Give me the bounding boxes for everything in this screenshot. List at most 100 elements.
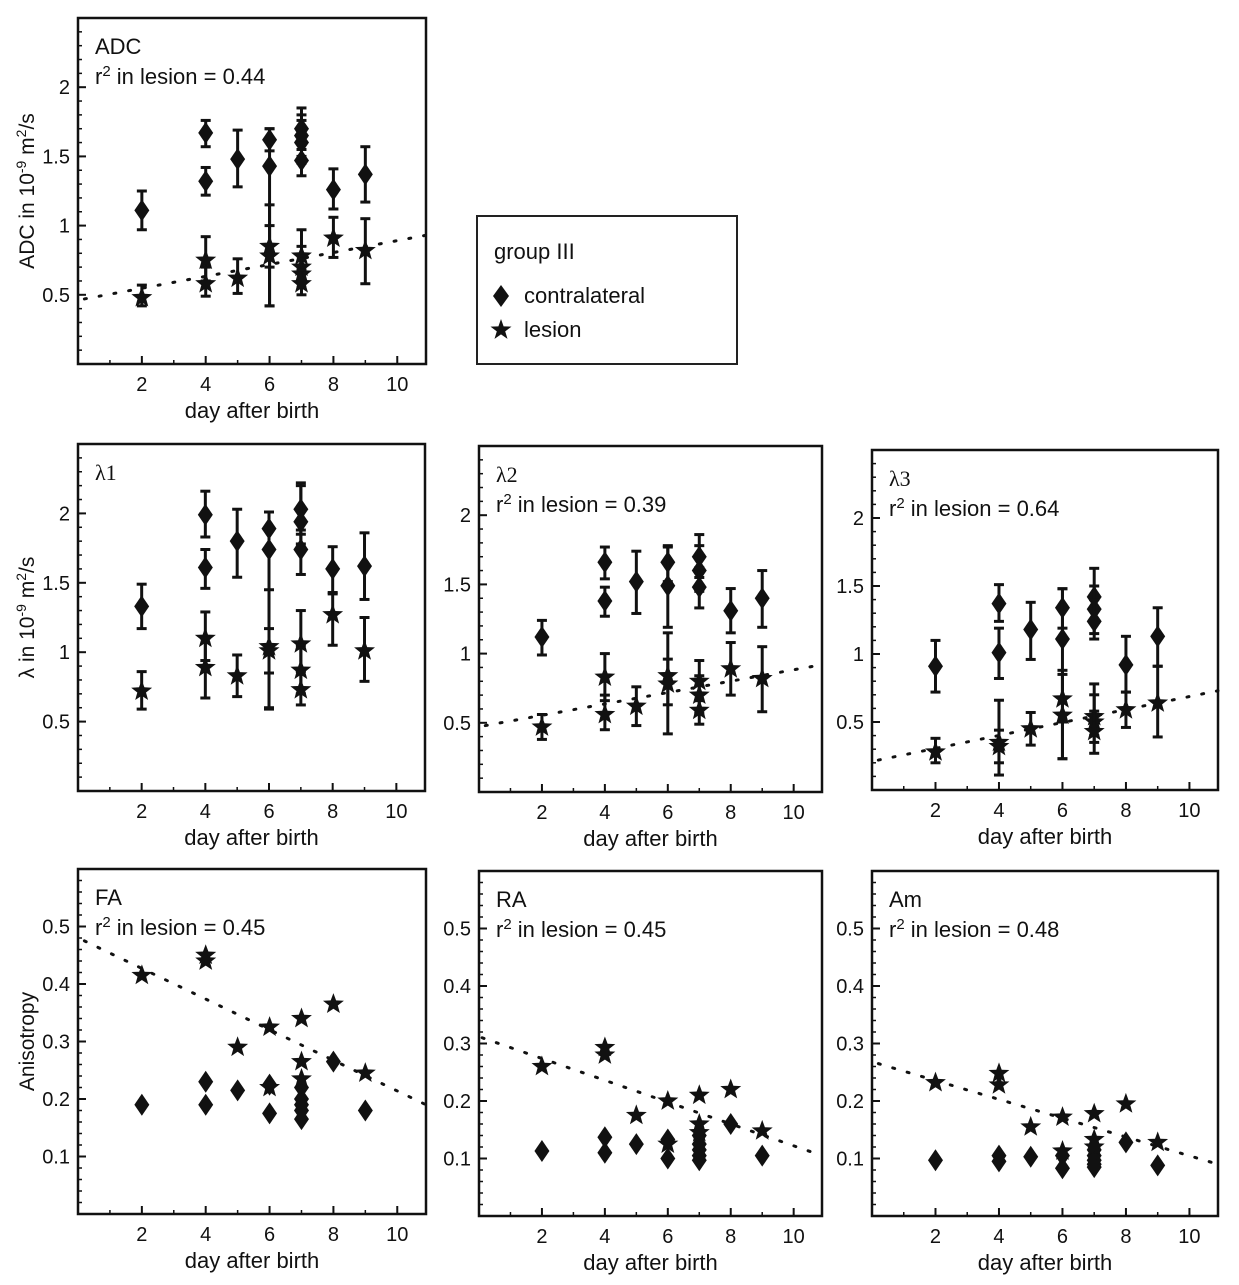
- series-contralateral: [927, 1131, 1166, 1180]
- data-point-contralateral: [197, 556, 213, 579]
- y-tick-label: 0.5: [836, 919, 864, 941]
- data-point-lesion: [323, 227, 344, 247]
- data-point-contralateral: [357, 1099, 373, 1122]
- r-squared-annotation: r2 in lesion = 0.44: [95, 63, 265, 90]
- data-point-contralateral: [597, 551, 613, 574]
- data-point-contralateral: [325, 1050, 341, 1073]
- data-point-contralateral: [991, 592, 1007, 615]
- y-tick-label: 0.4: [42, 974, 70, 996]
- data-point-contralateral: [1023, 1145, 1039, 1168]
- data-point-contralateral: [534, 1140, 550, 1163]
- series-contralateral: [534, 533, 770, 657]
- data-point-lesion: [657, 1090, 679, 1110]
- data-point-contralateral: [293, 149, 309, 172]
- data-point-contralateral: [1086, 610, 1102, 633]
- data-point-lesion: [925, 740, 946, 761]
- x-tick-label: 4: [599, 802, 610, 824]
- x-tick-label: 10: [1178, 800, 1200, 822]
- y-tick-label: 0.5: [443, 713, 471, 735]
- data-point-lesion: [688, 1084, 710, 1105]
- star-icon: [490, 319, 512, 339]
- data-point-lesion: [290, 632, 312, 653]
- y-tick-label: 0.4: [443, 976, 471, 998]
- data-point-lesion: [1052, 1140, 1073, 1160]
- x-tick-label: 6: [263, 801, 274, 823]
- r-squared-annotation: r2 in lesion = 0.48: [889, 916, 1059, 943]
- data-point-contralateral: [1118, 653, 1134, 676]
- diamond-icon: [493, 285, 509, 307]
- x-tick-label: 8: [1120, 800, 1131, 822]
- y-tick-label: 0.1: [42, 1147, 70, 1169]
- panel-am: 0.1 0.2 0.3 0.4 0.5 2 4 6 8 10 day after birth Am r2…: [836, 869, 1220, 1275]
- y-tick-label: 0.5: [42, 917, 70, 939]
- data-point-contralateral: [1023, 618, 1039, 641]
- data-point-contralateral: [134, 199, 150, 222]
- data-point-contralateral: [197, 503, 213, 526]
- data-point-lesion: [1052, 704, 1073, 725]
- x-tick-label: 10: [386, 374, 408, 396]
- y-tick-label: 1: [460, 644, 471, 666]
- x-axis-label: day after birth: [184, 825, 319, 850]
- data-point-lesion: [657, 1133, 679, 1153]
- data-point-contralateral: [927, 1149, 943, 1172]
- data-point-lesion: [594, 666, 616, 686]
- y-tick-label: 1.5: [836, 576, 864, 598]
- data-point-contralateral: [991, 641, 1007, 664]
- panel-title: FA: [95, 885, 122, 910]
- x-axis-label: day after birth: [583, 826, 718, 851]
- data-point-lesion: [258, 639, 280, 660]
- data-point-contralateral: [1150, 625, 1166, 648]
- r-squared-annotation: r2 in lesion = 0.45: [95, 914, 265, 941]
- data-point-lesion: [1147, 692, 1169, 712]
- data-point-contralateral: [1054, 628, 1070, 651]
- data-point-contralateral: [1054, 1157, 1070, 1180]
- data-point-contralateral: [628, 570, 644, 593]
- data-point-contralateral: [597, 1126, 613, 1149]
- series-lesion: [131, 588, 375, 711]
- legend-title: group III: [494, 239, 575, 264]
- data-point-lesion: [354, 639, 375, 660]
- panel-title: λ3: [889, 466, 911, 491]
- x-tick-label: 10: [386, 1224, 408, 1246]
- series-contralateral: [134, 106, 373, 308]
- data-point-lesion: [688, 699, 710, 720]
- trend-line-lesion: [82, 233, 428, 301]
- series-contralateral: [134, 481, 373, 711]
- data-point-contralateral: [198, 1070, 214, 1093]
- series-lesion: [131, 203, 376, 308]
- data-point-lesion: [291, 272, 312, 293]
- y-tick-label: 1: [853, 644, 864, 666]
- x-tick-label: 8: [328, 374, 339, 396]
- data-point-lesion: [594, 1044, 616, 1064]
- x-tick-label: 6: [1057, 800, 1068, 822]
- series-lesion: [531, 1036, 773, 1153]
- panel-title: RA: [496, 887, 527, 912]
- data-point-lesion: [1083, 720, 1105, 741]
- x-tick-label: 2: [536, 1226, 547, 1248]
- data-point-lesion: [227, 1036, 249, 1057]
- series-contralateral: [534, 1113, 770, 1172]
- panel-ra: 0.1 0.2 0.3 0.4 0.5 2 4 6 8 10 day after birth RA r2…: [443, 869, 824, 1275]
- data-point-lesion: [1020, 1115, 1042, 1136]
- panel-adc: 0.5 1 1.5 2 2 4 6 8 10 day after birth ADC in 10-9…: [13, 16, 428, 423]
- data-point-contralateral: [262, 155, 278, 178]
- data-point-lesion: [1020, 717, 1042, 738]
- x-tick-label: 4: [993, 800, 1004, 822]
- x-tick-label: 10: [385, 801, 407, 823]
- y-tick-label: 1: [59, 216, 70, 238]
- x-tick-label: 2: [136, 374, 147, 396]
- panel-lambda1: 0.5 1 1.5 2 2 4 6 8 10 day after birth λ in 10-9 m…: [13, 442, 427, 850]
- panel-title: λ2: [496, 462, 518, 487]
- data-point-contralateral: [691, 1149, 707, 1172]
- data-point-lesion: [227, 267, 249, 288]
- x-tick-label: 6: [264, 374, 275, 396]
- data-point-lesion: [988, 1062, 1010, 1083]
- data-point-lesion: [195, 249, 217, 270]
- x-tick-label: 6: [662, 802, 673, 824]
- data-point-lesion: [194, 656, 216, 677]
- data-point-contralateral: [754, 1144, 770, 1167]
- r-squared-annotation: r2 in lesion = 0.64: [889, 495, 1059, 522]
- data-point-contralateral: [691, 576, 707, 599]
- data-point-contralateral: [660, 574, 676, 597]
